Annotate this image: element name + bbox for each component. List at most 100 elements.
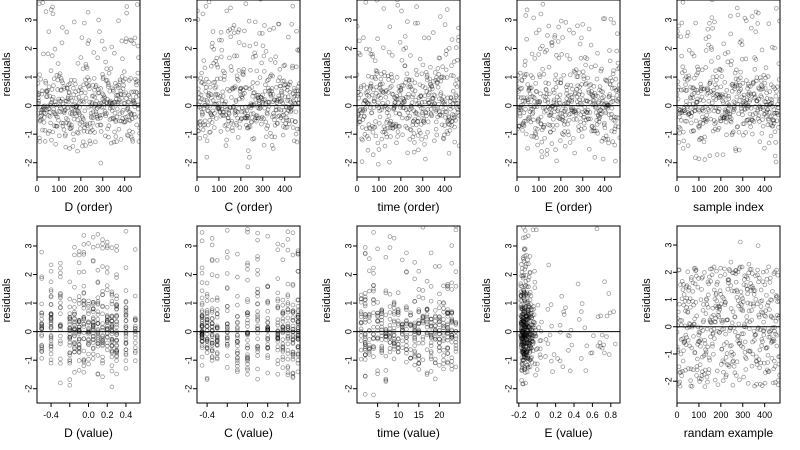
data-point bbox=[535, 116, 541, 122]
data-point bbox=[219, 37, 224, 43]
data-point bbox=[739, 331, 745, 337]
data-point bbox=[76, 318, 82, 323]
data-point bbox=[116, 82, 122, 88]
data-point bbox=[525, 317, 530, 322]
data-point bbox=[443, 115, 448, 120]
data-point bbox=[231, 30, 237, 36]
data-point bbox=[209, 310, 215, 315]
data-point bbox=[39, 332, 44, 337]
data-point bbox=[700, 369, 705, 375]
data-point bbox=[379, 333, 385, 339]
data-point bbox=[90, 326, 96, 332]
data-point bbox=[757, 327, 763, 333]
data-point bbox=[122, 76, 128, 82]
data-point bbox=[437, 319, 442, 325]
data-point bbox=[295, 360, 300, 366]
data-point bbox=[255, 293, 260, 299]
data-point bbox=[575, 23, 580, 29]
data-point bbox=[276, 21, 282, 27]
data-point bbox=[437, 340, 442, 346]
data-point bbox=[522, 297, 527, 302]
data-point bbox=[520, 311, 526, 317]
data-point bbox=[395, 312, 401, 318]
data-point bbox=[720, 98, 725, 104]
x-tick-label: 5 bbox=[375, 410, 380, 420]
data-point bbox=[698, 86, 704, 92]
data-point bbox=[521, 328, 526, 334]
data-point bbox=[210, 29, 216, 34]
data-point bbox=[208, 63, 214, 69]
data-point bbox=[747, 120, 753, 126]
data-point bbox=[565, 82, 570, 88]
data-point bbox=[734, 359, 740, 364]
data-point bbox=[713, 82, 718, 88]
data-point bbox=[713, 68, 718, 73]
data-point bbox=[715, 368, 720, 374]
data-point bbox=[731, 325, 737, 330]
data-point bbox=[279, 113, 285, 118]
data-point bbox=[444, 109, 449, 115]
data-point bbox=[198, 106, 204, 111]
data-point bbox=[392, 104, 398, 109]
data-point bbox=[114, 358, 119, 363]
data-point bbox=[565, 100, 571, 105]
data-point bbox=[100, 311, 105, 317]
data-point bbox=[524, 316, 530, 322]
data-point bbox=[367, 342, 372, 348]
data-point bbox=[85, 9, 91, 15]
data-point bbox=[537, 99, 543, 105]
x-tick-label: 400 bbox=[437, 184, 452, 194]
data-point bbox=[114, 272, 119, 277]
data-point bbox=[527, 115, 533, 121]
data-point bbox=[52, 123, 57, 129]
data-point bbox=[200, 127, 206, 133]
data-point bbox=[199, 313, 205, 319]
data-point bbox=[66, 94, 71, 99]
data-point bbox=[409, 106, 414, 111]
data-point bbox=[255, 318, 260, 323]
data-point bbox=[367, 349, 372, 355]
x-tick-label: 10 bbox=[393, 410, 403, 420]
data-point bbox=[430, 102, 435, 108]
data-point bbox=[734, 287, 739, 293]
data-point bbox=[86, 337, 91, 342]
data-point bbox=[379, 71, 384, 77]
data-point bbox=[700, 105, 706, 111]
data-point bbox=[248, 111, 254, 117]
data-point bbox=[445, 351, 450, 356]
data-point bbox=[720, 92, 725, 97]
data-point bbox=[72, 339, 77, 345]
data-point bbox=[438, 78, 444, 84]
data-point bbox=[212, 85, 218, 91]
data-point bbox=[519, 367, 525, 373]
data-point bbox=[408, 312, 413, 318]
data-point bbox=[764, 109, 770, 115]
data-point bbox=[606, 140, 611, 146]
data-point bbox=[756, 85, 761, 91]
data-point bbox=[231, 85, 236, 90]
data-point bbox=[520, 316, 526, 321]
data-point bbox=[747, 97, 753, 102]
data-point bbox=[92, 139, 98, 145]
data-point bbox=[380, 81, 385, 87]
data-point bbox=[390, 125, 395, 131]
data-point bbox=[199, 96, 205, 102]
data-point bbox=[441, 306, 446, 311]
data-point bbox=[519, 306, 525, 311]
data-point bbox=[199, 332, 205, 337]
data-point bbox=[424, 317, 430, 322]
y-tick-label: 3 bbox=[343, 17, 353, 22]
data-point bbox=[53, 113, 59, 119]
data-point bbox=[86, 319, 91, 324]
data-point bbox=[448, 95, 454, 101]
data-point bbox=[453, 336, 459, 341]
data-point bbox=[197, 86, 201, 92]
data-point bbox=[769, 97, 775, 103]
data-point bbox=[81, 249, 87, 255]
data-point bbox=[204, 377, 210, 382]
data-point bbox=[718, 301, 724, 307]
data-point bbox=[39, 249, 44, 255]
data-point bbox=[677, 28, 680, 34]
data-point bbox=[72, 346, 77, 351]
data-point bbox=[729, 116, 734, 121]
